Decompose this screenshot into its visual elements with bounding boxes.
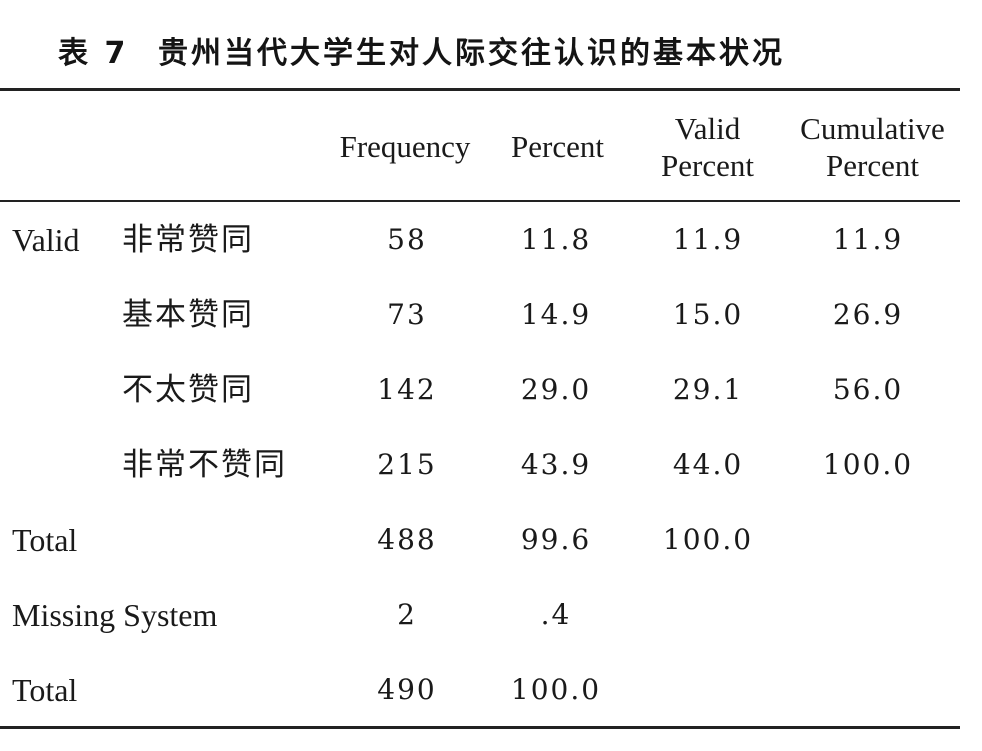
cell-percent: 29.0 <box>520 373 592 406</box>
cell-cumulative-percent: 56.0 <box>832 373 904 406</box>
table-title: 贵州当代大学生对人际交往认识的基本状况 <box>158 36 785 71</box>
bottom-rule <box>0 726 960 729</box>
missing-frequency: 2 <box>397 598 417 631</box>
cell-valid-percent: 11.9 <box>672 223 744 256</box>
row-category: 不太赞同 <box>122 372 254 408</box>
top-rule <box>0 88 960 91</box>
header-rule <box>0 200 960 202</box>
header-percent: Percent <box>511 129 604 164</box>
cell-cumulative-percent: 11.9 <box>832 223 904 256</box>
valid-total-valid-percent: 100.0 <box>662 523 754 556</box>
grand-total-percent: 100.0 <box>510 673 602 706</box>
missing-percent: .4 <box>540 598 572 631</box>
cell-percent: 11.8 <box>520 223 592 256</box>
cell-percent: 14.9 <box>520 298 592 331</box>
group-label-valid: Valid <box>12 222 80 258</box>
grand-total-frequency: 490 <box>377 673 437 706</box>
row-category: 非常不赞同 <box>122 447 287 483</box>
header-cumulative-percent: Cumulative Percent <box>790 110 955 184</box>
cell-percent: 43.9 <box>520 448 592 481</box>
header-cumulative-percent-line2: Percent <box>826 148 919 183</box>
cell-valid-percent: 15.0 <box>672 298 744 331</box>
row-category: 基本赞同 <box>122 297 254 333</box>
missing-label: Missing System <box>12 597 218 633</box>
valid-total-frequency: 488 <box>377 523 437 556</box>
header-cumulative-percent-line1: Cumulative <box>800 111 945 146</box>
table-number: 表 7 <box>58 36 129 71</box>
cell-frequency: 142 <box>377 373 437 406</box>
cell-frequency: 73 <box>387 298 427 331</box>
cell-frequency: 58 <box>387 223 427 256</box>
cell-cumulative-percent: 26.9 <box>832 298 904 331</box>
valid-total-label: Total <box>12 522 78 558</box>
table-caption: 表 7 贵州当代大学生对人际交往认识的基本状况 <box>58 28 785 72</box>
cell-cumulative-percent: 100.0 <box>822 448 914 481</box>
cell-valid-percent: 44.0 <box>672 448 744 481</box>
header-frequency: Frequency <box>339 129 471 164</box>
grand-total-label: Total <box>12 672 78 708</box>
cell-frequency: 215 <box>377 448 437 481</box>
cell-valid-percent: 29.1 <box>672 373 744 406</box>
header-valid-percent: Valid Percent <box>640 110 775 184</box>
valid-total-percent: 99.6 <box>520 523 592 556</box>
header-valid-percent-line2: Percent <box>661 148 754 183</box>
row-category: 非常赞同 <box>122 222 254 258</box>
header-valid-percent-line1: Valid <box>674 111 741 146</box>
